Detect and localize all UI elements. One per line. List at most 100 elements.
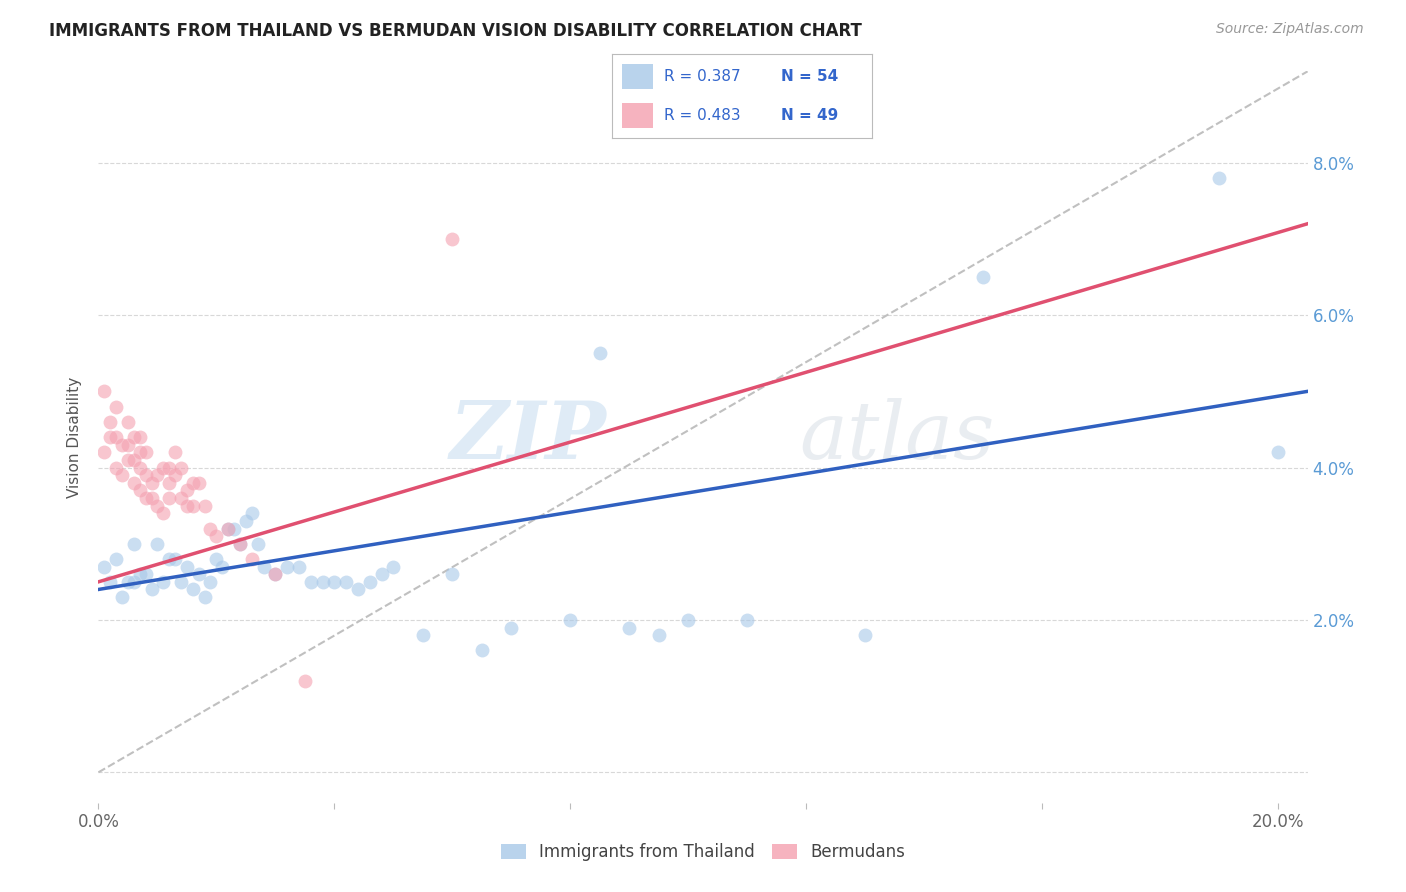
Point (135, 468, 157, 483)
Point (1208, 171, 1230, 186)
Point (229, 537, 252, 551)
Point (252, 559, 274, 574)
Point (288, 559, 311, 574)
Point (235, 514, 257, 528)
Point (128, 445, 150, 459)
Text: N = 49: N = 49 (780, 108, 838, 123)
Point (735, 613, 758, 627)
Point (217, 521, 239, 535)
Point (299, 574, 322, 589)
Text: IMMIGRANTS FROM THAILAND VS BERMUDAN VISION DISABILITY CORRELATION CHART: IMMIGRANTS FROM THAILAND VS BERMUDAN VIS… (49, 22, 862, 40)
Point (181, 582, 204, 597)
Point (122, 430, 145, 444)
Point (246, 537, 269, 551)
Y-axis label: Vision Disability: Vision Disability (67, 376, 83, 498)
Point (471, 643, 494, 657)
Point (194, 590, 217, 604)
Point (200, 521, 222, 535)
Point (211, 559, 233, 574)
Point (165, 468, 187, 483)
Point (170, 491, 193, 505)
Point (323, 574, 346, 589)
Point (122, 537, 145, 551)
Point (111, 468, 134, 483)
Point (176, 483, 198, 498)
Point (276, 559, 298, 574)
Point (157, 552, 180, 566)
Point (128, 460, 150, 475)
Point (141, 582, 163, 597)
Point (165, 552, 187, 566)
Point (111, 590, 134, 604)
Point (187, 475, 209, 490)
Point (217, 521, 239, 535)
Point (105, 400, 128, 414)
Point (264, 567, 287, 582)
Point (347, 582, 370, 597)
Point (240, 506, 263, 520)
Point (152, 460, 174, 475)
Point (122, 453, 145, 467)
Point (128, 483, 150, 498)
Point (135, 491, 157, 505)
Text: N = 54: N = 54 (780, 69, 838, 84)
Point (122, 475, 145, 490)
Point (441, 232, 464, 246)
Point (117, 453, 139, 467)
Point (648, 628, 671, 642)
Point (181, 475, 204, 490)
Point (117, 574, 139, 589)
Point (170, 574, 193, 589)
Point (441, 567, 464, 582)
Text: ZIP: ZIP (450, 399, 606, 475)
Point (105, 552, 128, 566)
Point (240, 552, 263, 566)
Point (359, 574, 381, 589)
Point (972, 270, 994, 285)
Point (146, 468, 169, 483)
Legend: Immigrants from Thailand, Bermudans: Immigrants from Thailand, Bermudans (495, 837, 911, 868)
Point (157, 491, 180, 505)
Point (146, 499, 169, 513)
Point (294, 673, 316, 688)
Point (335, 574, 357, 589)
Point (412, 628, 434, 642)
Point (152, 574, 174, 589)
Point (93, 445, 115, 459)
Point (141, 491, 163, 505)
Point (370, 567, 392, 582)
Point (135, 445, 157, 459)
Point (98, 574, 121, 589)
Point (187, 567, 209, 582)
Point (229, 537, 252, 551)
Point (141, 475, 163, 490)
Text: R = 0.483: R = 0.483 (664, 108, 740, 123)
Point (98, 415, 121, 429)
Point (853, 628, 876, 642)
Point (200, 574, 222, 589)
Point (181, 499, 204, 513)
Point (176, 559, 198, 574)
Point (122, 574, 145, 589)
Point (589, 346, 612, 360)
Point (311, 574, 333, 589)
Point (678, 613, 700, 627)
Point (382, 559, 405, 574)
Point (165, 445, 187, 459)
Point (93, 384, 115, 399)
Point (205, 552, 228, 566)
Point (98, 430, 121, 444)
Point (111, 438, 134, 452)
Point (560, 613, 582, 627)
Point (501, 621, 523, 635)
Point (128, 567, 150, 582)
Bar (621, 103, 654, 128)
Point (619, 621, 641, 635)
Text: Source: ZipAtlas.com: Source: ZipAtlas.com (1216, 22, 1364, 37)
Point (93, 559, 115, 574)
Point (194, 499, 217, 513)
Point (157, 475, 180, 490)
Point (1267, 445, 1289, 459)
Point (135, 567, 157, 582)
Point (170, 460, 193, 475)
